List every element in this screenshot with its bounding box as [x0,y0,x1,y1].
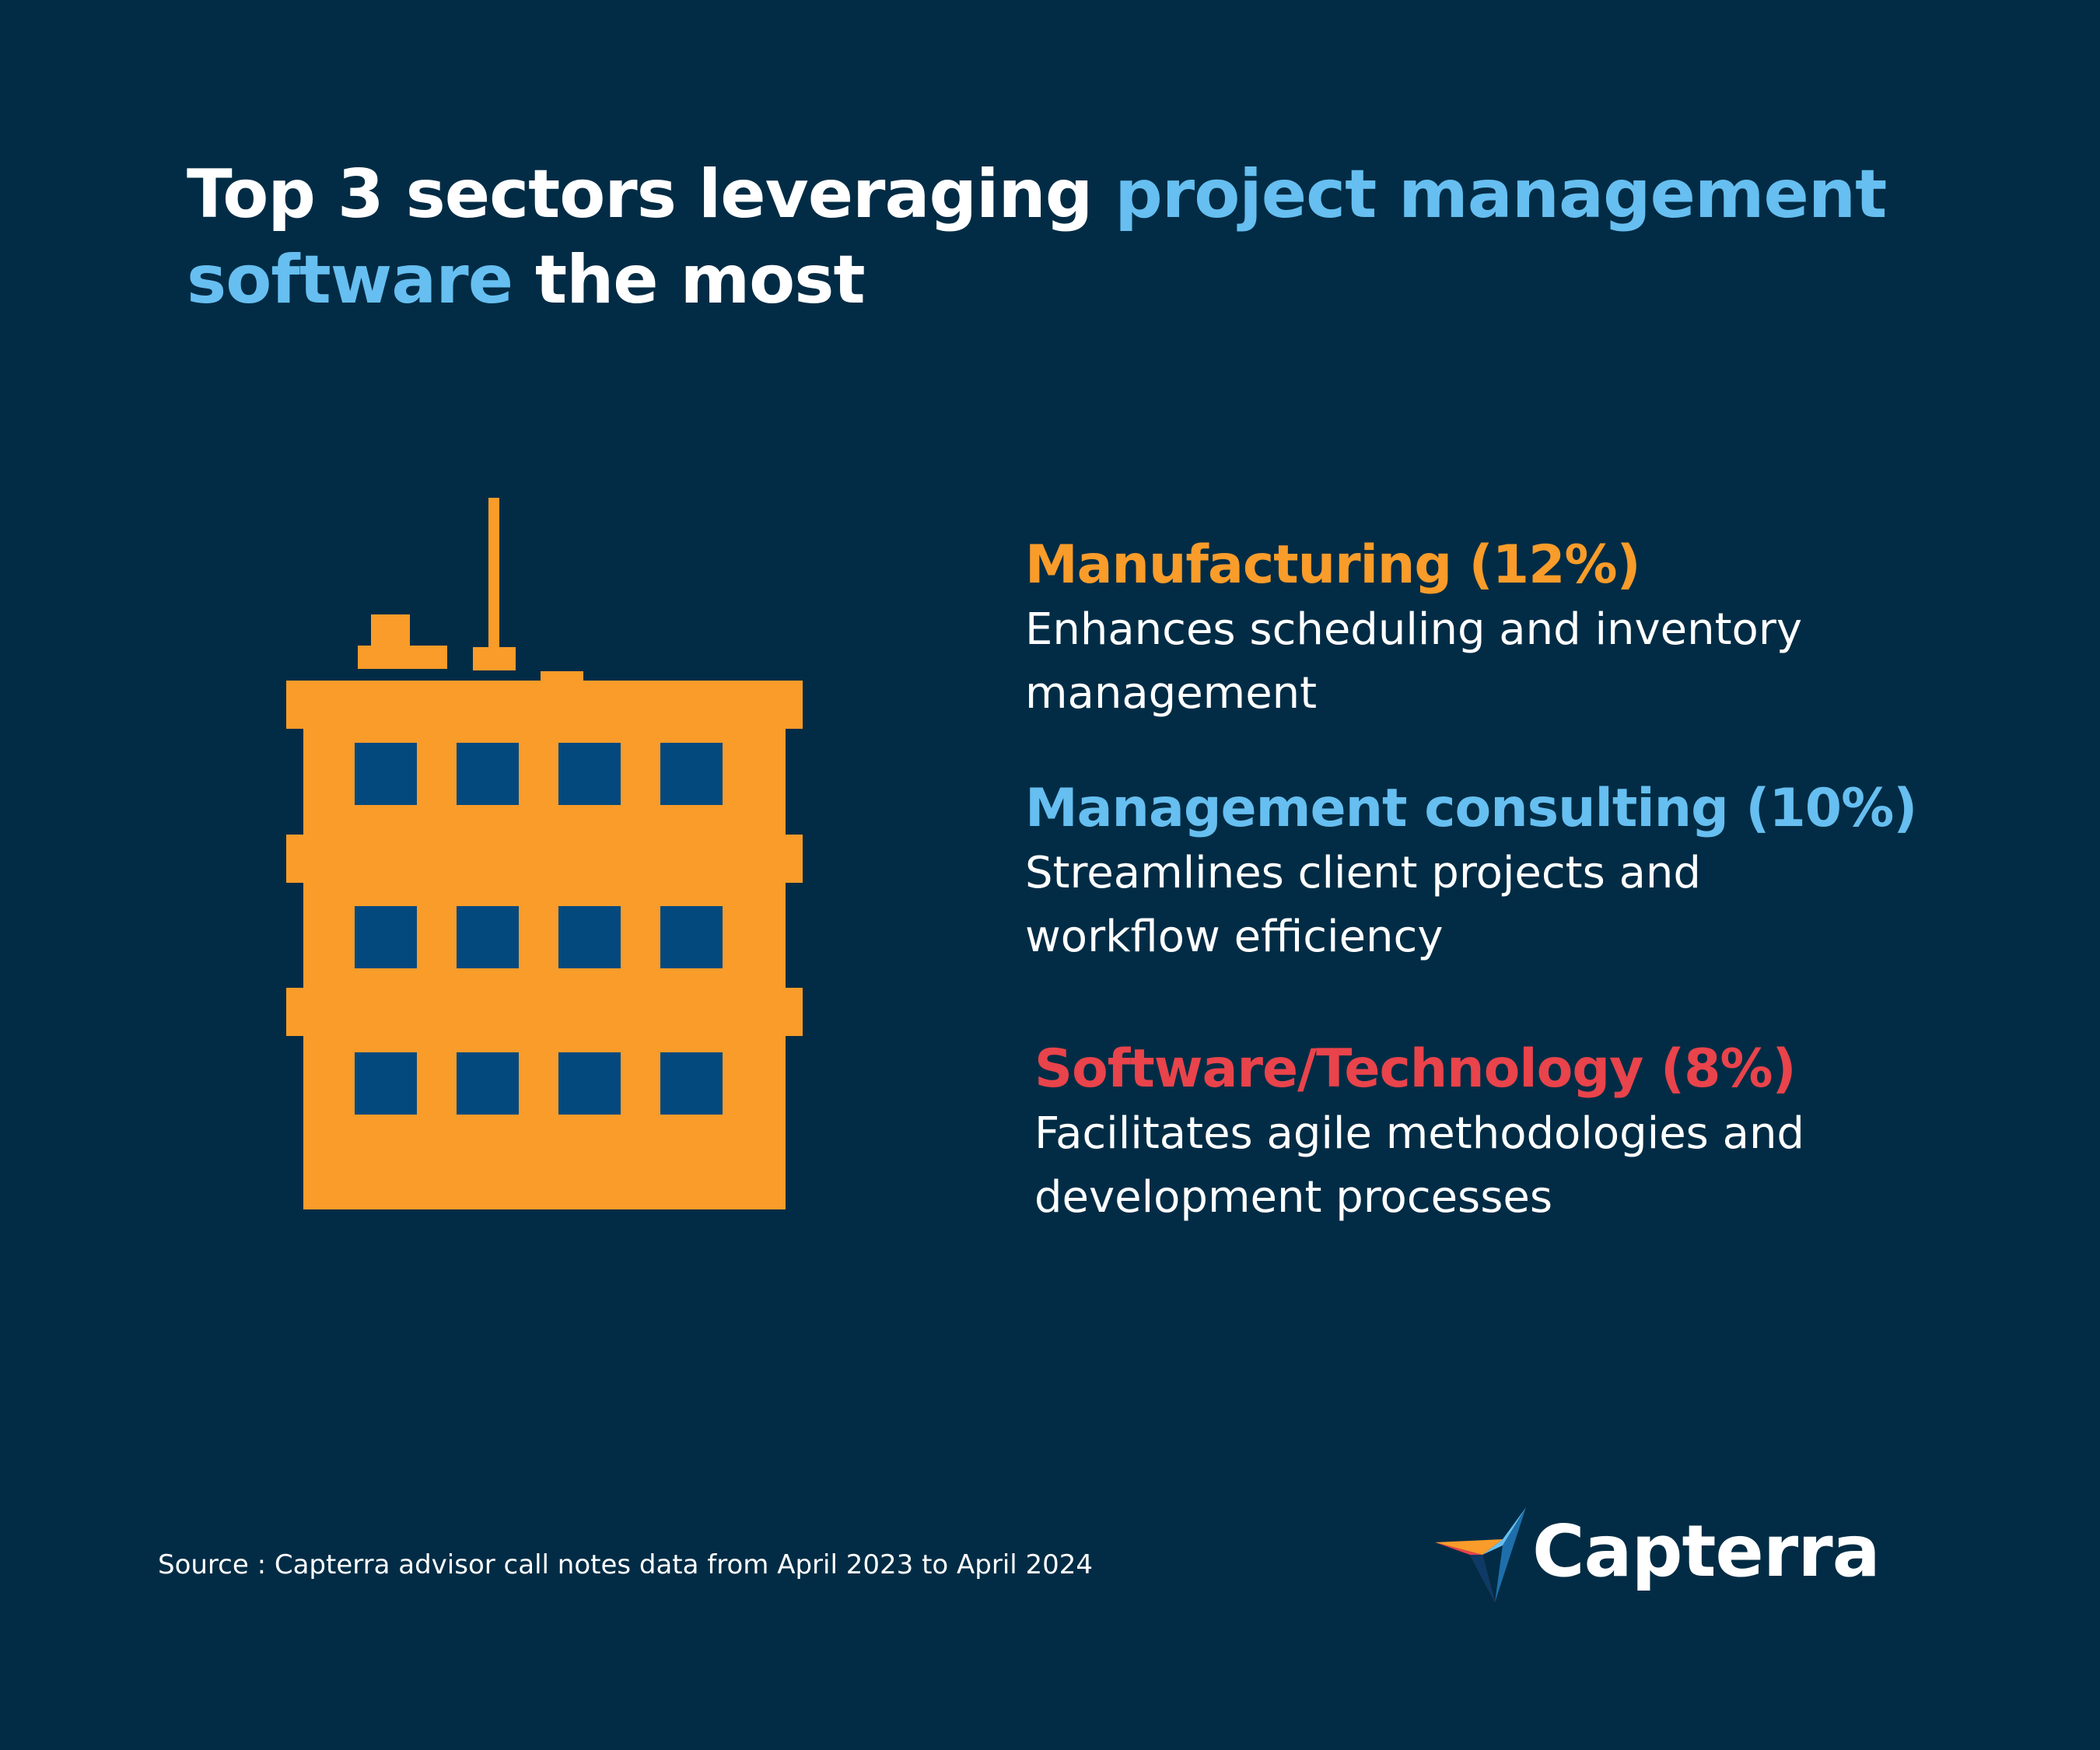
sector-item-management-consulting: Management consulting (10%) Streamlines … [1025,776,2036,969]
sector-item-manufacturing: Manufacturing (12%) Enhances scheduling … [1025,533,2036,726]
sector-title: Software/Technology (8%) [1034,1038,1797,1100]
title-accent: project management software [187,156,1887,319]
sector-title: Manufacturing (12%) [1025,534,1641,596]
capterra-arrow-icon [1435,1507,1526,1602]
capterra-logo: Capterra [1431,1505,1882,1606]
office-building-icon [286,498,803,1209]
sector-description: Facilitates agile methodologies and deve… [1034,1108,1804,1223]
title-part-3: the most [513,241,866,319]
capterra-logo-text: Capterra [1532,1510,1881,1593]
page-title: Top 3 sectors leveraging project managem… [187,152,1976,323]
sector-title: Management consulting (10%) [1025,778,1917,839]
title-part-1: Top 3 sectors leveraging [187,156,1115,233]
sector-description: Streamlines client projects and workflow… [1025,848,1701,962]
sector-item-software-technology: Software/Technology (8%) Facilitates agi… [1034,1037,2046,1230]
source-note: Source : Capterra advisor call notes dat… [158,1549,1094,1580]
sector-description: Enhances scheduling and inventory manage… [1025,604,1802,719]
